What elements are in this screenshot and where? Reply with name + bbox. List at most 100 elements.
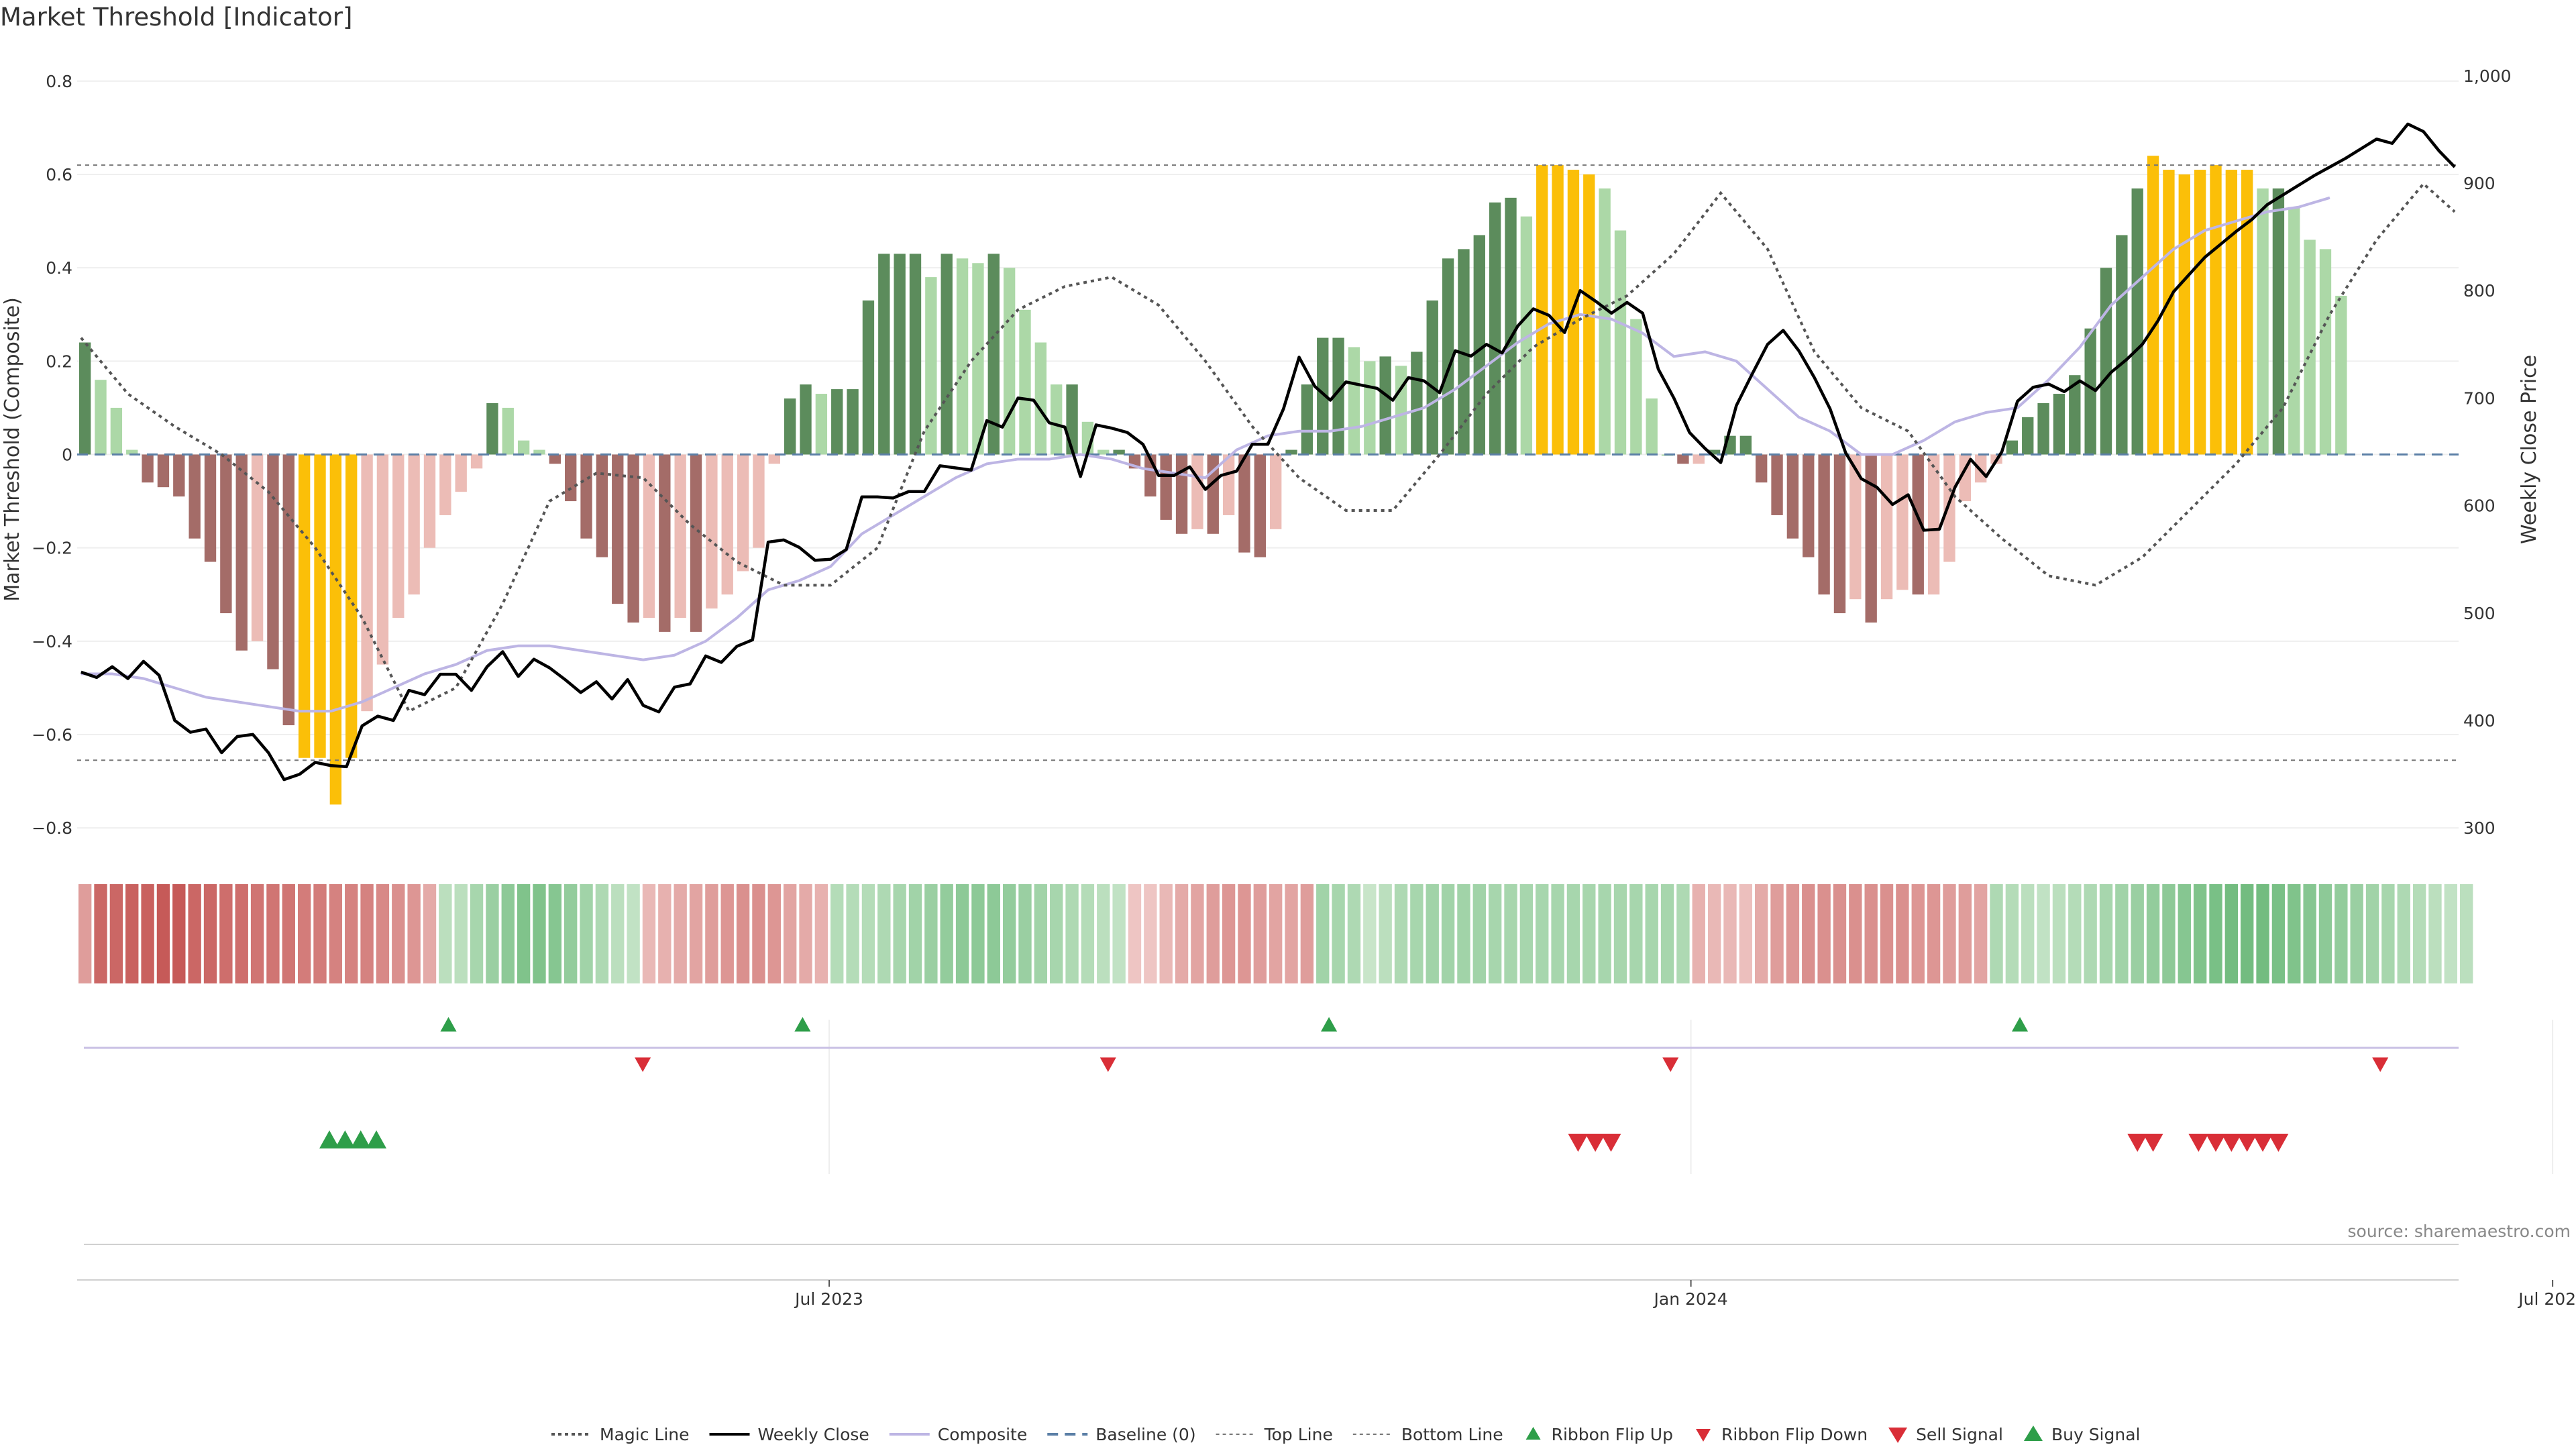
histogram-bar — [1943, 454, 1955, 562]
histogram-bar — [1034, 342, 1047, 455]
y2-tick-label: 700 — [2463, 388, 2496, 408]
ribbon-cell — [2271, 884, 2286, 983]
histogram-bar — [110, 407, 123, 455]
y-axis-label: Market Threshold (Composite) — [1, 297, 24, 602]
histogram-bar — [1739, 435, 1752, 455]
ribbon-cell — [2256, 884, 2269, 983]
histogram-bars — [79, 156, 2347, 805]
ribbon-cell — [1112, 884, 1126, 983]
histogram-bar — [690, 454, 702, 632]
ribbon-cell — [1723, 884, 1737, 983]
ribbon-cell — [454, 884, 468, 983]
ribbon-cell — [1065, 884, 1079, 983]
ribbon-cell — [1222, 884, 1236, 983]
ribbon-cell — [1081, 884, 1095, 983]
histogram-bar — [345, 454, 358, 758]
histogram-bar — [565, 454, 577, 502]
histogram-bar — [126, 449, 138, 455]
histogram-bar — [2163, 170, 2175, 455]
histogram-bar — [1238, 454, 1250, 553]
histogram-bar — [956, 258, 969, 455]
legend-label: Weekly Close — [758, 1425, 869, 1444]
histogram-bar — [674, 454, 686, 619]
ribbon-cell — [345, 884, 358, 983]
ribbon-cell — [1238, 884, 1251, 983]
ribbon-cell — [533, 884, 546, 983]
histogram-bar — [142, 454, 154, 483]
ribbon-strip — [78, 884, 2473, 983]
histogram-bar — [1786, 454, 1799, 539]
ribbon-cell — [109, 884, 123, 983]
ribbon-cell — [1097, 884, 1110, 983]
histogram-bar — [1379, 356, 1391, 455]
histogram-bar — [1599, 188, 1611, 455]
histogram-bar — [659, 454, 671, 632]
ribbon-cell — [1034, 884, 1048, 983]
histogram-bar — [1270, 454, 1282, 529]
histogram-bar — [1630, 319, 1642, 455]
histogram-bar — [2006, 440, 2019, 455]
ribbon-cell — [2084, 884, 2097, 983]
legend-label: Buy Signal — [2051, 1425, 2141, 1444]
ribbon-cell — [1394, 884, 1408, 983]
signal-panels — [77, 1046, 2459, 1281]
y2-tick-label: 600 — [2463, 496, 2496, 516]
ribbon-cell — [172, 884, 186, 983]
ribbon-cell — [1551, 884, 1564, 983]
histogram-bar — [549, 454, 561, 464]
ribbon-cell — [611, 884, 625, 983]
y2-tick-label: 900 — [2463, 174, 2496, 193]
ribbon-cell — [203, 884, 217, 983]
histogram-bar — [815, 394, 828, 455]
ribbon-cell — [1943, 884, 1956, 983]
y-tick-label: 0.6 — [46, 165, 72, 184]
ribbon-cell — [1833, 884, 1847, 983]
ribbon-cell — [94, 884, 107, 983]
ribbon-cell — [1128, 884, 1142, 983]
ribbon-cell — [2303, 884, 2316, 983]
histogram-bar — [439, 454, 451, 515]
sell-signal-marker — [1568, 1134, 1589, 1152]
ribbon-cell — [376, 884, 390, 983]
ribbon-flip-down-marker — [635, 1057, 651, 1072]
sell-signal-marker — [1601, 1134, 1621, 1152]
ribbon-cell — [297, 884, 311, 983]
histogram-bar — [1051, 384, 1063, 455]
ribbon-cell — [439, 884, 452, 983]
histogram-bar — [1505, 197, 1517, 455]
ribbon-cell — [1441, 884, 1455, 983]
ribbon-cell — [1582, 884, 1596, 983]
y-tick-label: −0.4 — [32, 632, 72, 651]
histogram-bar — [1693, 454, 1705, 464]
histogram-bar — [1097, 449, 1110, 455]
histogram-bar — [1912, 454, 1924, 595]
histogram-bar — [486, 402, 498, 455]
histogram-bar — [987, 254, 1000, 455]
ribbon-cell — [1613, 884, 1627, 983]
weekly-close-line — [80, 122, 2456, 782]
histogram-bar — [408, 454, 420, 595]
ribbon-cell — [1566, 884, 1580, 983]
y2-tick-label: 400 — [2463, 711, 2496, 731]
histogram-bar — [1426, 300, 1438, 455]
legend-ribbon-flip-up-icon — [1525, 1427, 1541, 1440]
histogram-bar — [1019, 309, 1031, 455]
histogram-bar — [706, 454, 718, 609]
ribbon-cell — [1285, 884, 1298, 983]
histogram-bar — [643, 454, 655, 619]
ribbon-cell — [1770, 884, 1784, 983]
histogram-bar — [2335, 295, 2347, 455]
ribbon-cell — [2350, 884, 2363, 983]
ribbon-cell — [501, 884, 515, 983]
ribbon-cell — [1426, 884, 1439, 983]
ribbon-cell — [1175, 884, 1189, 983]
ribbon-cell — [1316, 884, 1330, 983]
histogram-bar — [470, 454, 483, 469]
ribbon-cell — [1018, 884, 1032, 983]
buy-signal-marker — [350, 1130, 371, 1148]
ribbon-cell — [1159, 884, 1173, 983]
legend-label: Top Line — [1264, 1425, 1333, 1444]
histogram-bar — [267, 454, 279, 669]
histogram-bar — [596, 454, 608, 557]
